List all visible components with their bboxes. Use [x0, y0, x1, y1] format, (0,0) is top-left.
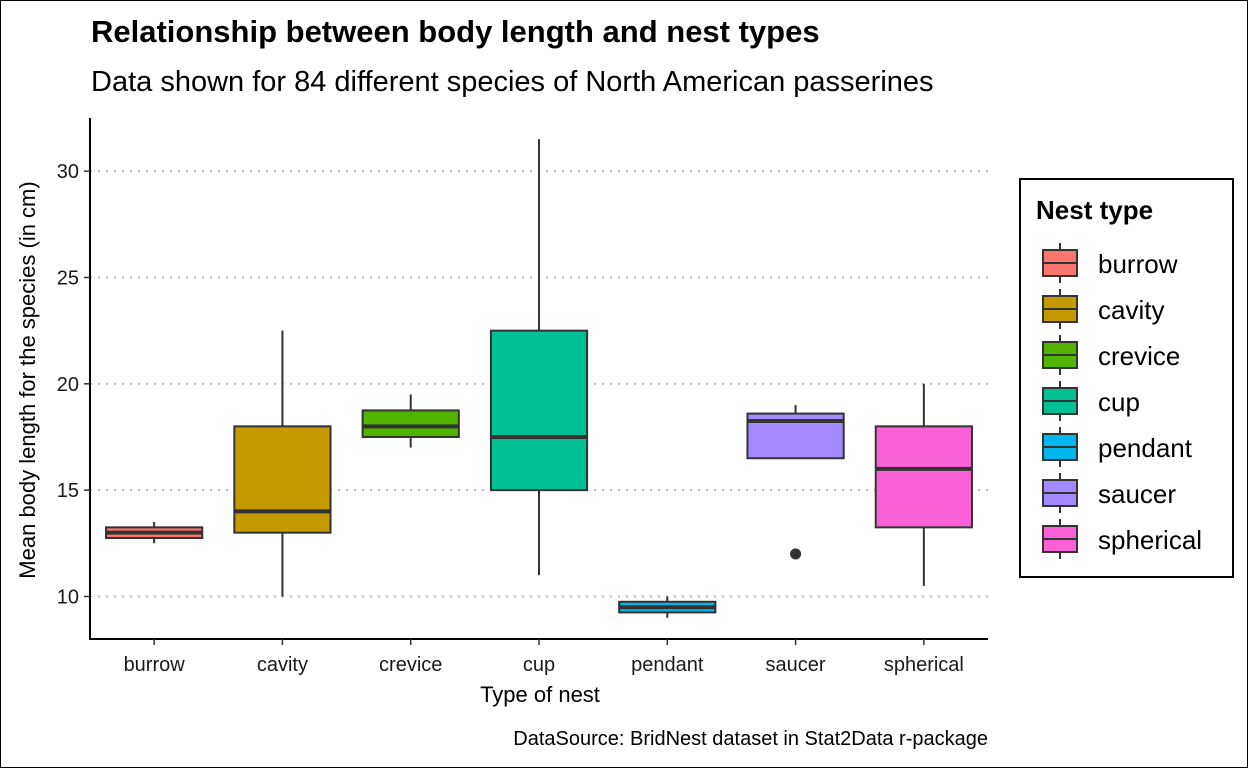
- box-burrow: [105, 522, 204, 544]
- box-cavity: [233, 330, 332, 597]
- box-crevice: [361, 394, 460, 448]
- data-source-caption: DataSource: BridNest dataset in Stat2Dat…: [513, 728, 988, 750]
- legend-label-crevice: crevice: [1098, 341, 1180, 371]
- legend-label-saucer: saucer: [1098, 479, 1176, 509]
- x-tick-label-burrow: burrow: [124, 654, 186, 676]
- legend-label-burrow: burrow: [1098, 249, 1178, 279]
- x-tick-label-crevice: crevice: [379, 654, 442, 676]
- outlier-point-saucer-0: [790, 548, 802, 560]
- legend-box: [1019, 178, 1234, 578]
- x-ticks: burrow cavity crevice cup pendant saucer spher…: [124, 639, 964, 676]
- box-spherical: [874, 383, 973, 586]
- y-tick-label-10: 10: [57, 586, 79, 608]
- x-tick-label-cup: cup: [523, 654, 555, 676]
- x-axis-label: Type of nest: [480, 682, 600, 707]
- x-tick-label-pendant: pendant: [631, 654, 704, 676]
- legend-item-pendant: pendant: [1042, 427, 1193, 467]
- box-body-cup: [489, 329, 589, 492]
- box-pendant: [618, 596, 717, 618]
- legend-item-crevice: crevice: [1042, 335, 1180, 375]
- legend-items: burrow cavity crevice cup pendant saucer spher…: [1042, 243, 1202, 559]
- box-cup: [489, 139, 589, 576]
- y-tick-label-20: 20: [57, 374, 79, 396]
- legend-item-spherical: spherical: [1042, 519, 1202, 559]
- legend-item-burrow: burrow: [1042, 243, 1178, 283]
- box-body-cavity: [233, 425, 332, 534]
- box-body-crevice: [361, 409, 460, 438]
- legend-item-cup: cup: [1042, 381, 1140, 421]
- y-axis-label: Mean body length for the species (in cm): [15, 181, 40, 578]
- box-body-spherical: [874, 425, 973, 529]
- legend-label-cavity: cavity: [1098, 295, 1164, 325]
- y-ticks: 10 15 20 25 30: [57, 161, 90, 608]
- boxes: [105, 139, 973, 618]
- x-tick-label-spherical: spherical: [884, 654, 964, 676]
- chart-subtitle: Data shown for 84 different species of N…: [91, 66, 934, 98]
- legend-item-cavity: cavity: [1042, 289, 1164, 329]
- legend-label-spherical: spherical: [1098, 525, 1202, 555]
- y-tick-label-30: 30: [57, 161, 79, 183]
- legend-label-pendant: pendant: [1098, 433, 1193, 463]
- box-saucer: [746, 405, 845, 560]
- legend-item-saucer: saucer: [1042, 473, 1176, 513]
- y-tick-label-15: 15: [57, 480, 79, 502]
- legend-title: Nest type: [1036, 195, 1153, 225]
- legend: Nest type burrow cavity crevice cup pendant s…: [1019, 178, 1234, 578]
- y-tick-label-25: 25: [57, 267, 79, 289]
- x-tick-label-saucer: saucer: [766, 654, 826, 676]
- chart-title: Relationship between body length and nes…: [91, 14, 820, 49]
- x-tick-label-cavity: cavity: [257, 654, 308, 676]
- legend-label-cup: cup: [1098, 387, 1140, 417]
